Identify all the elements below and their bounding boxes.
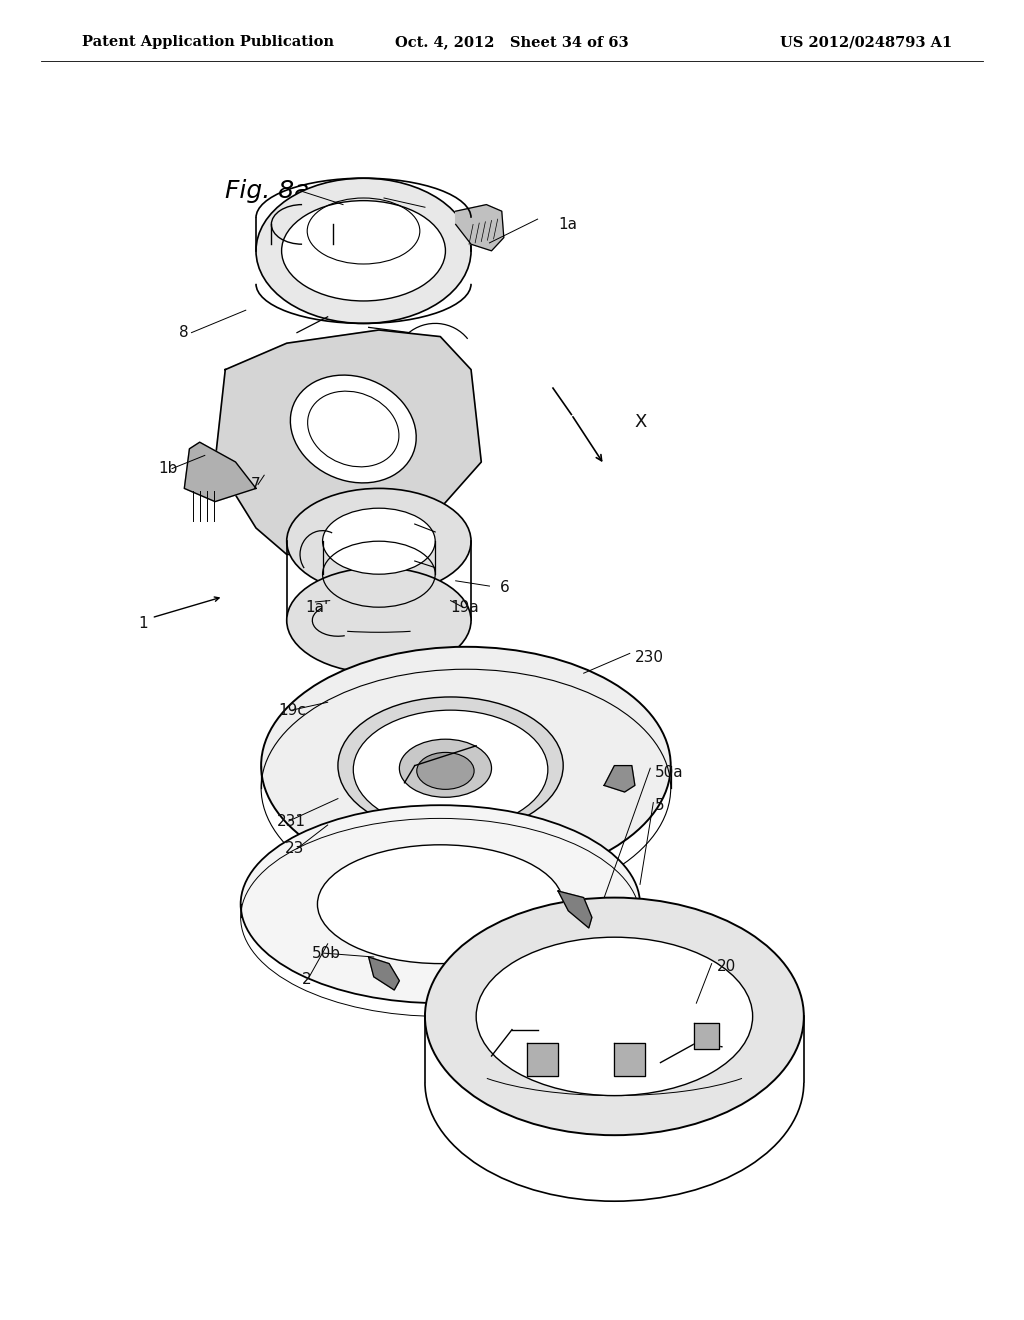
Ellipse shape	[338, 697, 563, 834]
Ellipse shape	[261, 647, 671, 884]
Polygon shape	[215, 330, 481, 554]
Text: 230: 230	[635, 649, 664, 665]
Text: 1: 1	[138, 615, 147, 631]
Ellipse shape	[287, 488, 471, 594]
Text: 20: 20	[717, 958, 736, 974]
Text: Fig. 8a: Fig. 8a	[225, 180, 310, 203]
Text: Oct. 4, 2012   Sheet 34 of 63: Oct. 4, 2012 Sheet 34 of 63	[395, 36, 629, 49]
Text: 50a: 50a	[655, 764, 684, 780]
Text: 1a: 1a	[558, 216, 578, 232]
Polygon shape	[558, 891, 592, 928]
Ellipse shape	[287, 568, 471, 673]
Text: 5: 5	[655, 797, 665, 813]
Text: Patent Application Publication: Patent Application Publication	[82, 36, 334, 49]
Text: 19a: 19a	[451, 599, 479, 615]
Polygon shape	[694, 1023, 719, 1049]
Ellipse shape	[417, 752, 474, 789]
Ellipse shape	[317, 845, 563, 964]
Text: 1b: 1b	[159, 461, 178, 477]
Text: 23: 23	[285, 841, 304, 857]
Ellipse shape	[476, 937, 753, 1096]
Text: US 2012/0248793 A1: US 2012/0248793 A1	[780, 36, 952, 49]
Ellipse shape	[291, 375, 416, 483]
Text: 7: 7	[251, 477, 260, 492]
Text: 6: 6	[500, 579, 510, 595]
Ellipse shape	[425, 898, 804, 1135]
Text: 231: 231	[276, 813, 305, 829]
Text: 1a': 1a'	[305, 599, 329, 615]
Polygon shape	[604, 766, 635, 792]
Ellipse shape	[323, 508, 435, 574]
Ellipse shape	[241, 805, 640, 1003]
Text: 8: 8	[179, 325, 188, 341]
Polygon shape	[527, 1043, 558, 1076]
Text: 50b: 50b	[312, 945, 341, 961]
Polygon shape	[614, 1043, 645, 1076]
Ellipse shape	[282, 201, 445, 301]
Polygon shape	[184, 442, 256, 502]
Text: 19c: 19c	[279, 702, 306, 718]
Text: X: X	[635, 413, 647, 432]
Text: 2: 2	[302, 972, 311, 987]
Ellipse shape	[353, 710, 548, 829]
Polygon shape	[456, 205, 504, 251]
Polygon shape	[369, 957, 399, 990]
Ellipse shape	[256, 178, 471, 323]
Ellipse shape	[399, 739, 492, 797]
